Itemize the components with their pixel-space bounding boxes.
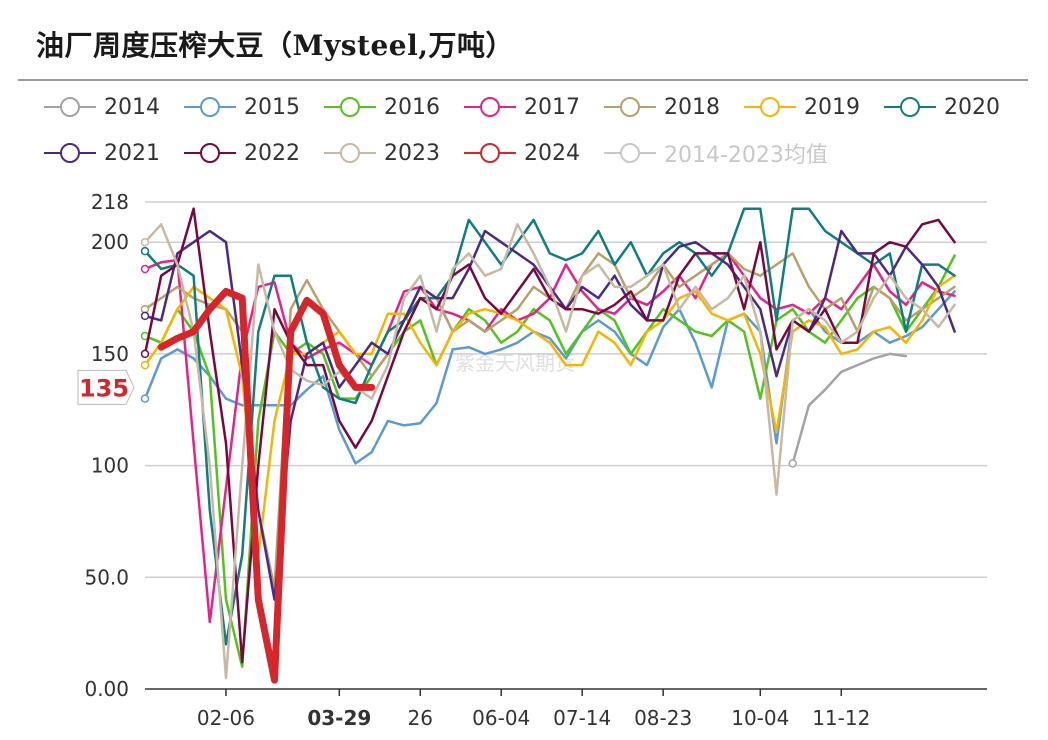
legend-item-2023[interactable]: 2023 <box>322 141 440 166</box>
series-line-2014 <box>791 352 908 465</box>
series-line-2016 <box>143 254 956 668</box>
legend-item-2024[interactable]: 2024 <box>462 141 580 166</box>
chart-title: 油厂周度压榨大豆（Mysteel,万吨） <box>36 29 514 62</box>
legend-item-2014-2023均值[interactable]: 2014-2023均值 <box>602 137 828 169</box>
series-line-2023 <box>143 223 956 680</box>
y-tick-label: 200 <box>91 230 129 254</box>
legend-swatch-icon <box>464 97 516 117</box>
series-point-2022 <box>140 349 150 359</box>
pointer-badge <box>77 369 135 405</box>
legend-label: 2014 <box>104 94 160 120</box>
grid-lines <box>145 201 987 579</box>
legend-label: 2022 <box>244 140 300 166</box>
legend-item-2021[interactable]: 2021 <box>42 141 160 166</box>
series-line-2024 <box>157 287 376 684</box>
legend-item-2014[interactable]: 2014 <box>42 95 160 120</box>
legend-swatch-icon <box>464 143 516 163</box>
legend-item-2016[interactable]: 2016 <box>322 95 440 120</box>
legend-row: 2021 2022 2023 2024 2014-2023均值 <box>42 130 1032 176</box>
series-line-2020 <box>143 207 956 646</box>
legend-swatch-icon <box>184 143 236 163</box>
legend-label: 2015 <box>244 94 300 120</box>
legend-swatch-icon <box>44 97 96 117</box>
legend-label: 2023 <box>384 140 440 166</box>
legend-label: 2024 <box>524 140 580 166</box>
x-tick-label: 02-06 <box>197 706 255 730</box>
legend-item-2019[interactable]: 2019 <box>742 95 860 120</box>
legend-label: 2020 <box>944 94 1000 120</box>
y-tick-label: 100 <box>91 454 129 478</box>
legend-label: 2014-2023均值 <box>664 143 828 168</box>
legend-swatch-icon <box>604 97 656 117</box>
x-tick-label: 26 <box>408 706 433 730</box>
series-point-2017 <box>140 264 150 274</box>
series-point-2021 <box>140 311 150 321</box>
y-tick-label: 150 <box>91 342 129 366</box>
x-tick-label: 10-04 <box>731 706 789 730</box>
x-tick-label: 03-29 <box>307 706 371 730</box>
series-point-2020 <box>140 246 150 256</box>
series-point-2015 <box>140 394 150 403</box>
series-point-2018 <box>140 304 150 314</box>
series-line-2022 <box>143 207 956 664</box>
x-tick-label: 11-12 <box>812 706 870 730</box>
x-tick-label: 08-23 <box>634 706 692 730</box>
x-tick-label: 07-14 <box>553 706 611 730</box>
legend-label: 2018 <box>664 94 720 120</box>
pointer-value: 135 <box>79 374 129 402</box>
title-divider <box>18 79 1028 81</box>
watermark: 紫金天风期货 <box>455 351 575 375</box>
series-lines <box>140 207 956 684</box>
legend-label: 2017 <box>524 94 580 120</box>
y-tick-label: 50.0 <box>84 565 129 589</box>
series-point-2014 <box>788 459 797 468</box>
legend-item-2022[interactable]: 2022 <box>182 141 300 166</box>
legend-swatch-icon <box>744 97 796 117</box>
y-tick-label: 0.00 <box>84 677 129 701</box>
legend-item-2015[interactable]: 2015 <box>182 95 300 120</box>
legend-swatch-icon <box>604 143 656 163</box>
axes: 0.00 50.0 100 150 200 218 02-06 03-29 26 06-04 07-… <box>84 190 987 730</box>
legend-row: 2014 2015 2016 2017 2018 2019 2020 <box>42 84 1032 130</box>
legend-item-2017[interactable]: 2017 <box>462 95 580 120</box>
legend-item-2020[interactable]: 2020 <box>882 95 1000 120</box>
legend-swatch-icon <box>884 97 936 117</box>
legend-label: 2021 <box>104 140 160 166</box>
value-pointer: 135 <box>77 369 135 405</box>
series-point-2019 <box>140 360 150 370</box>
series-point-2023 <box>140 237 150 247</box>
legend-swatch-icon <box>324 143 376 163</box>
legend-label: 2019 <box>804 94 860 120</box>
series-line-2017 <box>143 252 956 624</box>
legend-label: 2016 <box>384 94 440 120</box>
y-tick-label: 218 <box>91 190 129 214</box>
x-tick-label: 06-04 <box>472 706 530 730</box>
legend: 2014 2015 2016 2017 2018 2019 2020 2021 2022 2023… <box>42 84 1032 176</box>
legend-swatch-icon <box>184 97 236 117</box>
series-line-2019 <box>143 274 956 557</box>
legend-item-2018[interactable]: 2018 <box>602 95 720 120</box>
legend-swatch-icon <box>324 97 376 117</box>
legend-swatch-icon <box>44 143 96 163</box>
